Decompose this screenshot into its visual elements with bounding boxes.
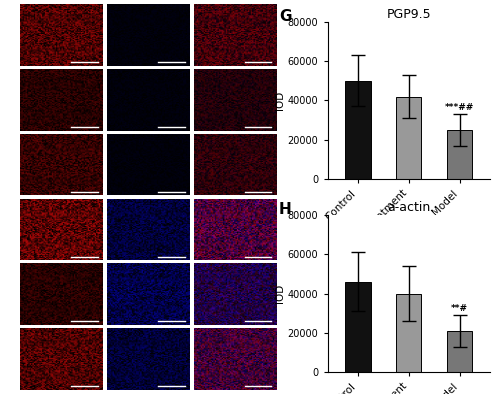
Text: ***##: ***##: [445, 103, 474, 112]
Y-axis label: IOD: IOD: [275, 284, 285, 303]
Bar: [447, 331, 472, 372]
Bar: [396, 97, 421, 179]
Text: **#: **#: [451, 304, 468, 313]
Title: a-actin: a-actin: [387, 201, 430, 214]
Bar: [396, 294, 421, 372]
Title: PGP9.5: PGP9.5: [386, 7, 431, 20]
Bar: [346, 282, 370, 372]
Text: H: H: [279, 202, 291, 217]
Bar: [447, 130, 472, 179]
Bar: [346, 81, 370, 179]
Text: G: G: [279, 9, 291, 24]
Y-axis label: IOD: IOD: [275, 91, 285, 110]
